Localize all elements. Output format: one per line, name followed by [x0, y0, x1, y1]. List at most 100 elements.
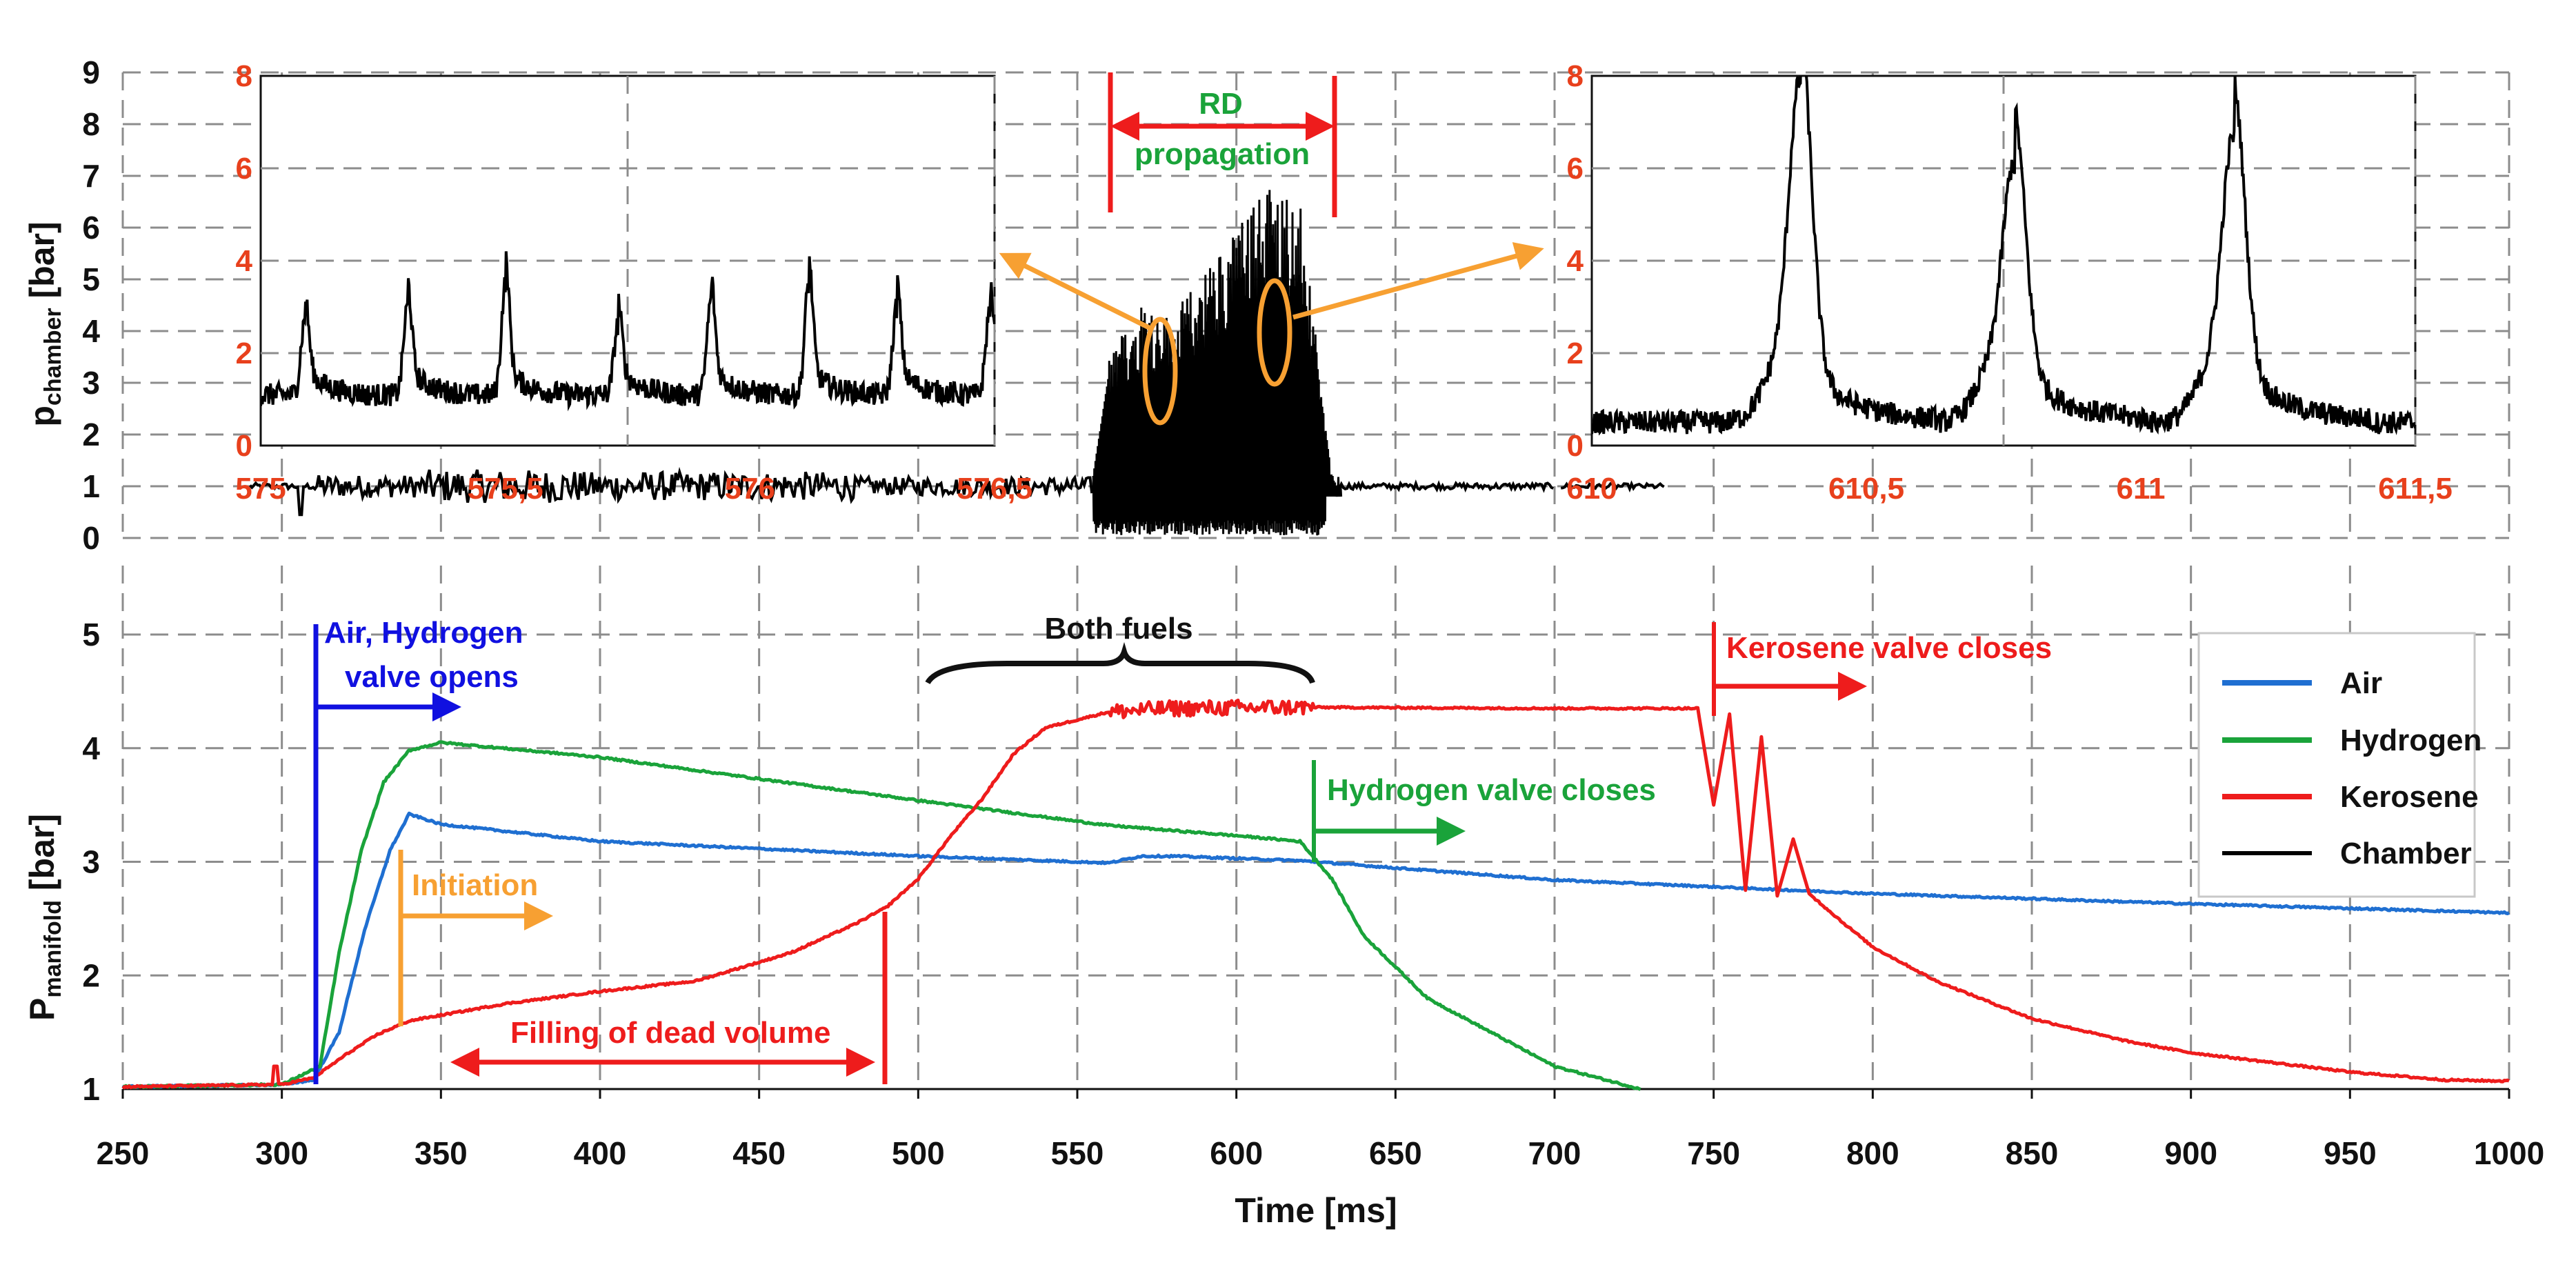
inset-right-y-tick-label: 2 — [1567, 337, 1584, 370]
legend-box — [2197, 632, 2476, 898]
zoom-ellipse-right — [1257, 278, 1292, 387]
legend-item-chamber: Chamber — [2222, 837, 2472, 870]
manifold-y-axis-label: Pmanifold [bar] — [23, 814, 66, 1021]
manifold-x-tick-label: 800 — [1846, 1135, 1899, 1171]
manifold-x-tick-label: 450 — [732, 1135, 786, 1171]
manifold-x-tick-label: 600 — [1210, 1135, 1263, 1171]
filling-annotation: Filling of dead volume — [450, 912, 888, 1084]
legend-item-air: Air — [2222, 666, 2382, 700]
legend-label-hydrogen: Hydrogen — [2340, 724, 2482, 757]
manifold-x-tick-label: 750 — [1687, 1135, 1740, 1171]
manifold-y-tick-label: 3 — [82, 844, 100, 880]
rd-label-line2: propagation — [1135, 137, 1310, 171]
inset-right-grid — [1592, 76, 2417, 446]
chamber-baseline-trace — [248, 466, 1665, 517]
zoom-arrow-left — [999, 252, 1155, 332]
inset-right-x-tick-label: 610 — [1566, 472, 1617, 506]
manifold-x-tick-label: 300 — [255, 1135, 308, 1171]
initiation-annotation: Initiation — [398, 850, 553, 1026]
chamber-y-axis-label-main: p — [23, 406, 61, 427]
legend: Air Hydrogen Kerosene Chamber — [2197, 632, 2482, 898]
initiation-label: Initiation — [412, 868, 538, 902]
manifold-x-tick-label: 850 — [2006, 1135, 2059, 1171]
manifold-y-tick-label: 1 — [82, 1071, 100, 1107]
inset-left: 0 2 4 6 8 — [236, 59, 996, 463]
inset-right-x-tick-label: 611,5 — [2378, 472, 2453, 506]
inset-left-grid — [261, 76, 996, 446]
manifold-x-tick-label: 250 — [97, 1135, 150, 1171]
manifold-x-axis-label: Time [ms] — [1235, 1191, 1397, 1230]
inset-left-y-tick-label: 0 — [236, 429, 252, 463]
series-kerosene-line — [121, 698, 2510, 1090]
chamber-y-tick-label: 7 — [82, 158, 100, 194]
both-fuels-annotation: Both fuels — [925, 612, 1315, 685]
inset-left-trace — [261, 251, 995, 412]
inset-x-ticks: 575 575,5 576 576,5 610 610,5 611 611,5 — [235, 472, 2453, 506]
inset-left-pressure-trace — [261, 251, 995, 412]
legend-label-kerosene: Kerosene — [2340, 780, 2479, 814]
inset-right-y-tick-label: 0 — [1567, 429, 1584, 463]
chamber-y-tick-label: 9 — [82, 54, 100, 90]
rd-propagation-annotation: RD propagation — [1108, 72, 1337, 217]
manifold-x-tick-label: 700 — [1528, 1135, 1581, 1171]
inset-right-trace — [1592, 76, 2415, 436]
chamber-y-tick-label: 6 — [82, 210, 100, 246]
inset-right-x-tick-label: 610,5 — [1828, 472, 1904, 506]
manifold-y-axis-label-unit: [bar] — [23, 814, 61, 900]
chamber-y-ticks: 0 1 2 3 4 5 6 7 8 9 — [82, 54, 100, 556]
manifold-x-tick-label: 350 — [415, 1135, 468, 1171]
rd-label-line1: RD — [1199, 87, 1243, 121]
manifold-x-tick-label: 950 — [2324, 1135, 2377, 1171]
inset-left-x-tick-label: 575 — [235, 472, 286, 506]
inset-left-y-tick-label: 8 — [236, 59, 252, 93]
chamber-trace — [248, 190, 1665, 536]
chamber-y-axis-label-sub: chamber — [40, 308, 66, 406]
manifold-x-tick-label: 900 — [2164, 1135, 2217, 1171]
legend-label-air: Air — [2340, 666, 2382, 700]
inset-left-y-tick-label: 2 — [236, 337, 252, 370]
manifold-y-ticks: 1 2 3 4 5 — [82, 617, 100, 1107]
manifold-x-tick-label: 550 — [1051, 1135, 1104, 1171]
manifold-x-tick-label: 1000 — [2474, 1135, 2544, 1171]
inset-left-x-tick-label: 576,5 — [957, 472, 1032, 506]
inset-left-x-tick-label: 576 — [725, 472, 775, 506]
inset-right-y-tick-label: 6 — [1567, 152, 1584, 186]
inset-left-y-tick-label: 4 — [236, 244, 253, 278]
chamber-y-tick-label: 2 — [82, 417, 100, 452]
manifold-y-axis-label-main: P — [23, 998, 61, 1021]
manifold-y-tick-label: 5 — [82, 617, 100, 652]
inset-right-y-ticks: 0 2 4 6 8 — [1567, 59, 1584, 463]
kerosene-close-annotation: Kerosene valve closes — [1712, 622, 2052, 716]
inset-left-y-ticks: 0 2 4 6 8 — [236, 59, 253, 463]
inset-right-y-tick-label: 8 — [1567, 59, 1584, 93]
chamber-y-tick-label: 3 — [82, 365, 100, 401]
legend-label-chamber: Chamber — [2340, 837, 2472, 870]
kerosene-close-label: Kerosene valve closes — [1726, 631, 2052, 665]
chamber-y-tick-label: 4 — [82, 313, 100, 349]
manifold-y-tick-label: 2 — [82, 957, 100, 993]
manifold-y-axis-label-sub: manifold — [40, 900, 66, 998]
legend-item-hydrogen: Hydrogen — [2222, 724, 2482, 757]
inset-left-x-tick-label: 575,5 — [468, 472, 543, 506]
chamber-y-axis-label-unit: [bar] — [23, 221, 61, 308]
manifold-y-tick-label: 4 — [82, 730, 100, 766]
inset-right: 0 2 4 6 8 — [1567, 59, 2417, 463]
valve-open-label-line2: valve opens — [345, 660, 519, 694]
chamber-rd-burst — [1092, 190, 1343, 536]
chamber-y-tick-label: 8 — [82, 106, 100, 142]
manifold-x-tick-label: 650 — [1369, 1135, 1422, 1171]
manifold-x-tick-label: 400 — [574, 1135, 627, 1171]
zoom-ellipse-left — [1142, 317, 1178, 426]
zoom-callouts — [999, 242, 1544, 426]
inset-right-x-tick-label: 611 — [2117, 472, 2166, 506]
both-fuels-label: Both fuels — [1044, 612, 1192, 646]
inset-left-y-tick-label: 6 — [236, 152, 252, 186]
chamber-y-axis-label: pchamber [bar] — [23, 221, 66, 426]
inset-right-pressure-trace — [1592, 76, 2415, 436]
series-hydrogen-line — [122, 740, 1641, 1091]
valve-open-label-line1: Air, Hydrogen — [324, 616, 523, 650]
chamber-y-tick-label: 5 — [82, 261, 100, 297]
hydrogen-close-label: Hydrogen valve closes — [1327, 773, 1656, 807]
manifold-x-ticks: 250 300 350 400 450 500 550 600 650 700 750 800 850 9… — [97, 1089, 2544, 1171]
